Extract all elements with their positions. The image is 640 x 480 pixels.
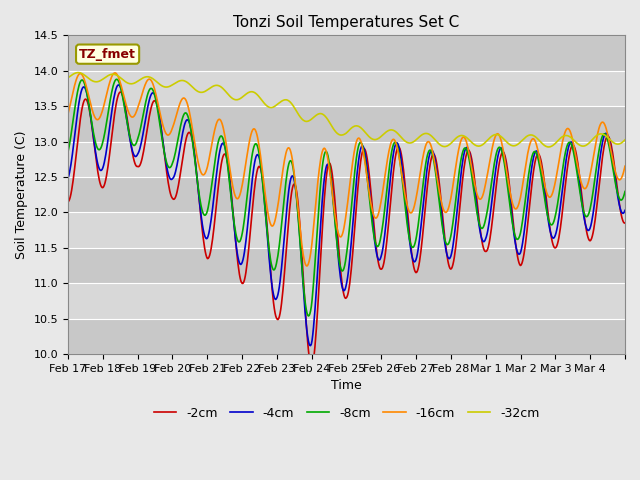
-2cm [307,365,315,371]
-4cm [621,207,629,213]
-2cm [621,220,629,226]
Title: Tonzi Soil Temperatures Set C: Tonzi Soil Temperatures Set C [234,15,460,30]
-32cm [260,100,268,106]
-32cm [621,137,629,143]
-4cm [131,153,138,158]
Y-axis label: Soil Temperature (C): Soil Temperature (C) [15,131,28,259]
-4cm [233,245,241,251]
-16cm [111,70,119,76]
-8cm [113,76,120,82]
-16cm [621,163,629,169]
X-axis label: Time: Time [331,379,362,392]
Line: -4cm: -4cm [68,85,625,346]
-16cm [406,209,413,215]
-8cm [406,236,413,241]
-16cm [64,111,72,117]
-16cm [303,263,311,269]
-2cm [233,248,241,253]
-4cm [260,194,268,200]
-32cm [233,97,241,103]
Text: TZ_fmet: TZ_fmet [79,48,136,60]
-8cm [436,210,444,216]
-32cm [74,70,82,75]
-32cm [131,80,138,86]
-8cm [131,143,138,148]
-32cm [404,140,412,146]
-4cm [64,175,72,181]
-4cm [307,343,314,348]
Bar [68,177,625,213]
-32cm [545,144,552,150]
Line: -16cm: -16cm [68,73,625,266]
Bar [68,142,625,177]
Bar [68,283,625,319]
-8cm [64,149,72,155]
Bar [68,106,625,142]
-8cm [621,189,629,194]
-8cm [282,186,289,192]
Bar [68,319,625,354]
-8cm [305,313,312,319]
-2cm [116,89,124,95]
-4cm [406,236,413,242]
-2cm [282,261,289,267]
Legend: -2cm, -4cm, -8cm, -16cm, -32cm: -2cm, -4cm, -8cm, -16cm, -32cm [148,402,545,425]
Bar [68,248,625,283]
Line: -2cm: -2cm [68,92,625,368]
-4cm [436,203,444,209]
-2cm [260,189,268,194]
-8cm [233,234,241,240]
-2cm [131,158,138,164]
-8cm [260,195,268,201]
-4cm [282,224,289,230]
-16cm [260,182,268,188]
-32cm [436,142,444,147]
-16cm [282,154,289,159]
-16cm [436,195,444,201]
Line: -32cm: -32cm [68,72,625,147]
-2cm [436,192,444,198]
-16cm [233,195,241,201]
-2cm [64,199,72,204]
Bar [68,36,625,71]
-32cm [282,97,289,103]
Line: -8cm: -8cm [68,79,625,316]
Bar [68,71,625,106]
-32cm [64,75,72,81]
-2cm [406,228,413,234]
-16cm [131,113,138,119]
Bar [68,213,625,248]
-4cm [115,82,123,88]
